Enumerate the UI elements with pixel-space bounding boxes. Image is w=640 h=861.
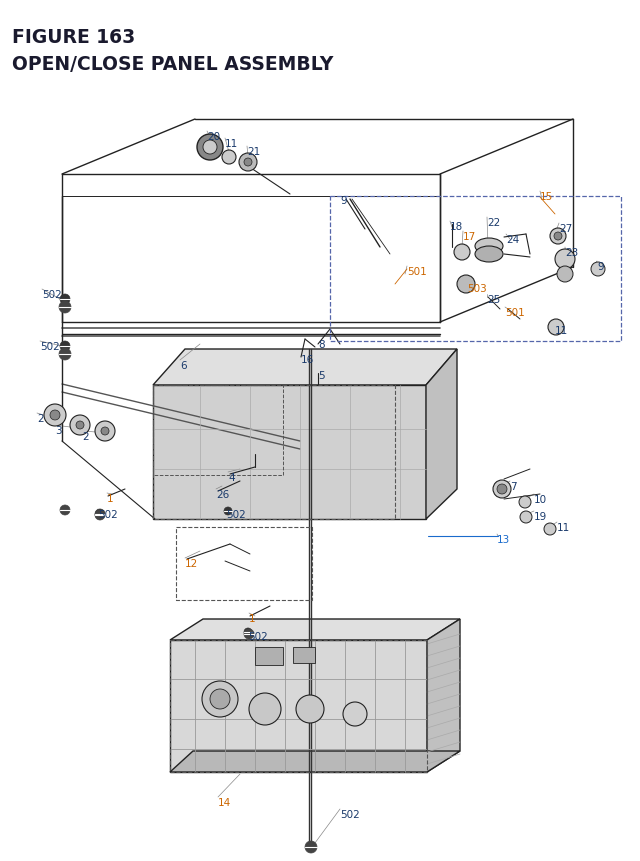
Text: 17: 17 bbox=[463, 232, 476, 242]
Text: 27: 27 bbox=[559, 224, 572, 233]
Text: 4: 4 bbox=[228, 473, 235, 482]
Circle shape bbox=[591, 263, 605, 276]
Circle shape bbox=[244, 158, 252, 167]
Text: 11: 11 bbox=[225, 139, 238, 149]
Text: 2: 2 bbox=[37, 413, 44, 424]
Text: 5: 5 bbox=[318, 370, 324, 381]
Text: 502: 502 bbox=[340, 809, 360, 819]
Circle shape bbox=[244, 629, 254, 639]
Circle shape bbox=[202, 681, 238, 717]
Bar bbox=[153, 386, 395, 519]
Text: 9: 9 bbox=[340, 195, 347, 206]
Text: 8: 8 bbox=[318, 339, 324, 350]
Circle shape bbox=[222, 151, 236, 164]
Polygon shape bbox=[153, 350, 457, 386]
Text: 501: 501 bbox=[407, 267, 427, 276]
Text: 3: 3 bbox=[55, 425, 61, 436]
Text: 21: 21 bbox=[247, 147, 260, 157]
Text: 6: 6 bbox=[180, 361, 187, 370]
Polygon shape bbox=[427, 619, 460, 772]
Circle shape bbox=[50, 411, 60, 420]
Circle shape bbox=[520, 511, 532, 523]
Circle shape bbox=[454, 245, 470, 261]
Circle shape bbox=[203, 141, 217, 155]
Circle shape bbox=[554, 232, 562, 241]
Bar bbox=[255, 647, 283, 666]
Bar bbox=[153, 386, 283, 475]
Polygon shape bbox=[426, 350, 457, 519]
Circle shape bbox=[60, 342, 70, 351]
Circle shape bbox=[95, 422, 115, 442]
Circle shape bbox=[76, 422, 84, 430]
Circle shape bbox=[519, 497, 531, 508]
Text: 15: 15 bbox=[540, 192, 553, 201]
Circle shape bbox=[457, 276, 475, 294]
Circle shape bbox=[59, 349, 71, 361]
Circle shape bbox=[244, 629, 252, 636]
Bar bbox=[170, 641, 427, 772]
Circle shape bbox=[305, 841, 317, 853]
Polygon shape bbox=[153, 386, 426, 519]
Circle shape bbox=[44, 405, 66, 426]
Polygon shape bbox=[170, 751, 460, 772]
Text: 26: 26 bbox=[216, 489, 229, 499]
Text: 501: 501 bbox=[505, 307, 525, 318]
Text: 14: 14 bbox=[218, 797, 231, 807]
Text: 24: 24 bbox=[506, 235, 519, 245]
Text: 10: 10 bbox=[534, 494, 547, 505]
Circle shape bbox=[557, 267, 573, 282]
Text: 19: 19 bbox=[534, 511, 547, 522]
Polygon shape bbox=[170, 619, 460, 641]
Text: 1: 1 bbox=[107, 493, 114, 504]
Circle shape bbox=[493, 480, 511, 499]
Text: 502: 502 bbox=[42, 289, 61, 300]
Polygon shape bbox=[170, 641, 427, 772]
Circle shape bbox=[544, 523, 556, 536]
Bar bbox=[176, 528, 312, 600]
Circle shape bbox=[550, 229, 566, 245]
Circle shape bbox=[497, 485, 507, 494]
Text: 11: 11 bbox=[555, 325, 568, 336]
Ellipse shape bbox=[475, 247, 503, 263]
Text: 25: 25 bbox=[487, 294, 500, 305]
Circle shape bbox=[60, 294, 70, 305]
Circle shape bbox=[224, 507, 232, 516]
Text: 16: 16 bbox=[301, 355, 314, 364]
Circle shape bbox=[249, 693, 281, 725]
Circle shape bbox=[70, 416, 90, 436]
Text: 20: 20 bbox=[207, 132, 220, 142]
Circle shape bbox=[239, 154, 257, 172]
Text: 18: 18 bbox=[450, 222, 463, 232]
Circle shape bbox=[343, 703, 367, 726]
Text: FIGURE 163: FIGURE 163 bbox=[12, 28, 135, 47]
Bar bbox=[330, 197, 621, 342]
Circle shape bbox=[101, 428, 109, 436]
Text: 503: 503 bbox=[467, 283, 487, 294]
Circle shape bbox=[95, 510, 105, 519]
Circle shape bbox=[296, 695, 324, 723]
Circle shape bbox=[95, 511, 105, 520]
Text: 12: 12 bbox=[185, 558, 198, 568]
Text: 502: 502 bbox=[248, 631, 268, 641]
Bar bbox=[293, 647, 315, 663]
Text: 2: 2 bbox=[82, 431, 88, 442]
Text: 502: 502 bbox=[98, 510, 118, 519]
Text: 11: 11 bbox=[557, 523, 570, 532]
Text: 502: 502 bbox=[40, 342, 60, 351]
Text: 9: 9 bbox=[597, 262, 604, 272]
Circle shape bbox=[555, 250, 575, 269]
Text: 13: 13 bbox=[497, 535, 510, 544]
Text: 7: 7 bbox=[510, 481, 516, 492]
Circle shape bbox=[60, 505, 70, 516]
Circle shape bbox=[197, 135, 223, 161]
Text: OPEN/CLOSE PANEL ASSEMBLY: OPEN/CLOSE PANEL ASSEMBLY bbox=[12, 55, 333, 74]
Ellipse shape bbox=[475, 238, 503, 255]
Text: 22: 22 bbox=[487, 218, 500, 228]
Circle shape bbox=[59, 301, 71, 313]
Text: 23: 23 bbox=[565, 248, 579, 257]
Circle shape bbox=[210, 689, 230, 709]
Text: 1: 1 bbox=[249, 613, 255, 623]
Text: 502: 502 bbox=[226, 510, 246, 519]
Circle shape bbox=[548, 319, 564, 336]
